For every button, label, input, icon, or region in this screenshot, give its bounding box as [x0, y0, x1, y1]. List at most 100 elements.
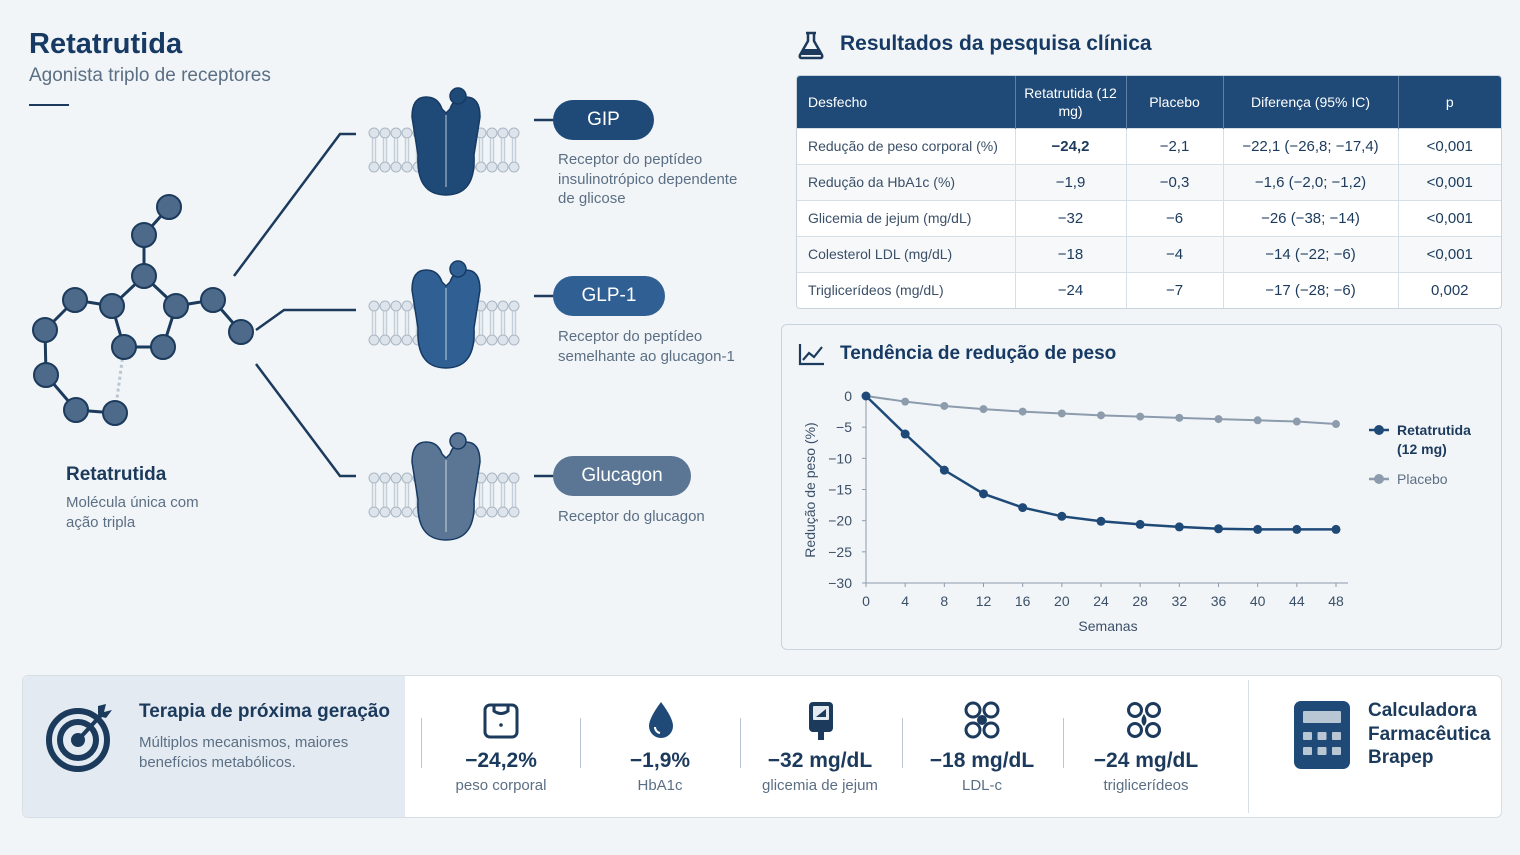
receptor-desc-glucagon: Receptor do glucagon [558, 508, 705, 525]
ldl-particles-icon [964, 701, 1000, 739]
drop-icon [649, 702, 673, 738]
table-cell: −6 [1126, 199, 1224, 236]
table-cell: Triglicerídeos (mg/dL) [797, 271, 1016, 308]
x-tick-label: 32 [1172, 593, 1188, 609]
table-cell: Glicemia de jejum (mg/dL) [797, 199, 1016, 236]
calculator-link[interactable]: Calculadora Farmacêutica Brapep [1368, 700, 1491, 768]
y-tick-label: −15 [828, 482, 852, 498]
data-point [979, 405, 988, 414]
data-point [1136, 412, 1145, 421]
flask-icon [798, 31, 824, 60]
x-tick-label: 4 [901, 593, 909, 609]
table-cell: <0,001 [1398, 199, 1501, 236]
x-tick-label: 0 [862, 593, 870, 609]
data-point [901, 397, 910, 406]
table-cell: <0,001 [1398, 163, 1501, 200]
divider [1063, 718, 1064, 768]
molecule-atoms [32, 194, 254, 426]
x-tick-label: 8 [940, 593, 948, 609]
data-point [1057, 409, 1066, 418]
data-point [1175, 413, 1184, 422]
legend-swatch-marker [1374, 425, 1384, 435]
data-point [979, 489, 988, 499]
table-cell: −24,2 [1015, 127, 1127, 164]
table-cell: −0,3 [1126, 163, 1224, 200]
divider [902, 718, 903, 768]
table-row: Redução da HbA1c (%) −1,9 −0,3 −1,6 (−2,… [797, 163, 1501, 200]
table-cell: <0,001 [1398, 235, 1501, 272]
table-cell: −4 [1126, 235, 1224, 272]
table-cell: Redução da HbA1c (%) [797, 163, 1016, 200]
table-cell: −26 (−38; −14) [1223, 199, 1399, 236]
x-tick-label: 36 [1211, 593, 1227, 609]
table-cell: <0,001 [1398, 127, 1501, 164]
table-cell: 0,002 [1398, 271, 1501, 308]
divider [740, 718, 741, 768]
y-tick-label: −25 [828, 544, 852, 560]
table-heading: Resultados da pesquisa clínica [840, 32, 1152, 55]
data-point [940, 401, 949, 410]
data-point [939, 465, 949, 475]
stat-label-glucose: glicemia de jejum [762, 777, 878, 794]
molecule-description: Molécula única com ação tripla [66, 494, 199, 531]
membrane-receptor-2 [368, 260, 520, 369]
summary-description: Múltiplos mecanismos, maiores benefícios… [139, 734, 349, 771]
table-cell: −14 (−22; −6) [1223, 235, 1399, 272]
legend-label: Placebo [1397, 471, 1448, 487]
table-cell: −1,6 (−2,0; −1,2) [1223, 163, 1399, 200]
glucometer-icon [809, 702, 833, 740]
connector-lines [232, 118, 556, 478]
stat-value-ldl: −18 mg/dL [929, 749, 1035, 772]
data-point [1214, 415, 1223, 424]
legend-label: Retatrutida (12 mg) [1397, 422, 1471, 457]
receptor-desc-gip: Receptor do peptídeo insulinotrópico dep… [558, 151, 738, 207]
table-cell: −18 [1015, 235, 1127, 272]
table-row: Colesterol LDL (mg/dL) −18 −4 −14 (−22; … [797, 235, 1501, 272]
summary-title: Terapia de próxima geração [139, 701, 390, 722]
table-cell: Colesterol LDL (mg/dL) [797, 235, 1016, 272]
chart-title: Tendência de redução de peso [840, 343, 1117, 364]
data-point [861, 391, 871, 401]
x-tick-label: 40 [1250, 593, 1266, 609]
data-point [1018, 503, 1028, 513]
y-tick-label: −30 [828, 575, 852, 591]
data-point [1331, 524, 1341, 534]
calculator-icon[interactable] [1294, 701, 1350, 769]
scale-icon [483, 703, 519, 739]
page-subtitle: Agonista triplo de receptores [29, 65, 271, 86]
y-tick-label: −10 [828, 450, 852, 466]
table-header-cell: Desfecho [797, 76, 1016, 128]
data-point [1096, 516, 1106, 526]
receptor-pill-glp1: GLP-1 [553, 276, 665, 316]
x-tick-label: 24 [1093, 593, 1109, 609]
data-point [1292, 417, 1301, 426]
triglyceride-icon [1127, 702, 1161, 738]
stat-label-weight: peso corporal [455, 777, 547, 794]
table-header-cell: Retatrutida (12 mg) [1015, 76, 1127, 128]
stat-value-weight: −24,2% [465, 749, 537, 772]
title-underline [29, 104, 69, 106]
weight-trend-chart: 0−5−10−15−20−25−300 4 8 12 16 20 24 28 32 36 40 44 4… [802, 388, 1471, 634]
table-cell: −17 (−28; −6) [1223, 271, 1399, 308]
table-cell: Redução de peso corporal (%) [797, 127, 1016, 164]
stat-value-glucose: −32 mg/dL [767, 749, 873, 772]
table-header-cell: p [1398, 76, 1501, 128]
results-table: Desfecho Retatrutida (12 mg) Placebo Dif… [796, 75, 1502, 309]
x-tick-label: 20 [1054, 593, 1070, 609]
x-tick-label: 12 [976, 593, 992, 609]
table-cell: −1,9 [1015, 163, 1127, 200]
legend-swatch-marker [1374, 474, 1384, 484]
data-point [1135, 519, 1145, 529]
divider [421, 718, 422, 768]
table-cell: −32 [1015, 199, 1127, 236]
chart-panel [781, 324, 1502, 650]
x-tick-label: 44 [1289, 593, 1305, 609]
data-point [1253, 416, 1262, 425]
stat-label-triglycerides: triglicerídeos [1103, 777, 1189, 794]
divider [580, 718, 581, 768]
table-header-cell: Diferença (95% IC) [1223, 76, 1399, 128]
receptor-desc-glp1: Receptor do peptídeo semelhante ao gluca… [558, 328, 735, 365]
table-cell: −24 [1015, 271, 1127, 308]
series-line-placebo [865, 395, 1337, 426]
membrane-receptor-1 [368, 87, 520, 196]
